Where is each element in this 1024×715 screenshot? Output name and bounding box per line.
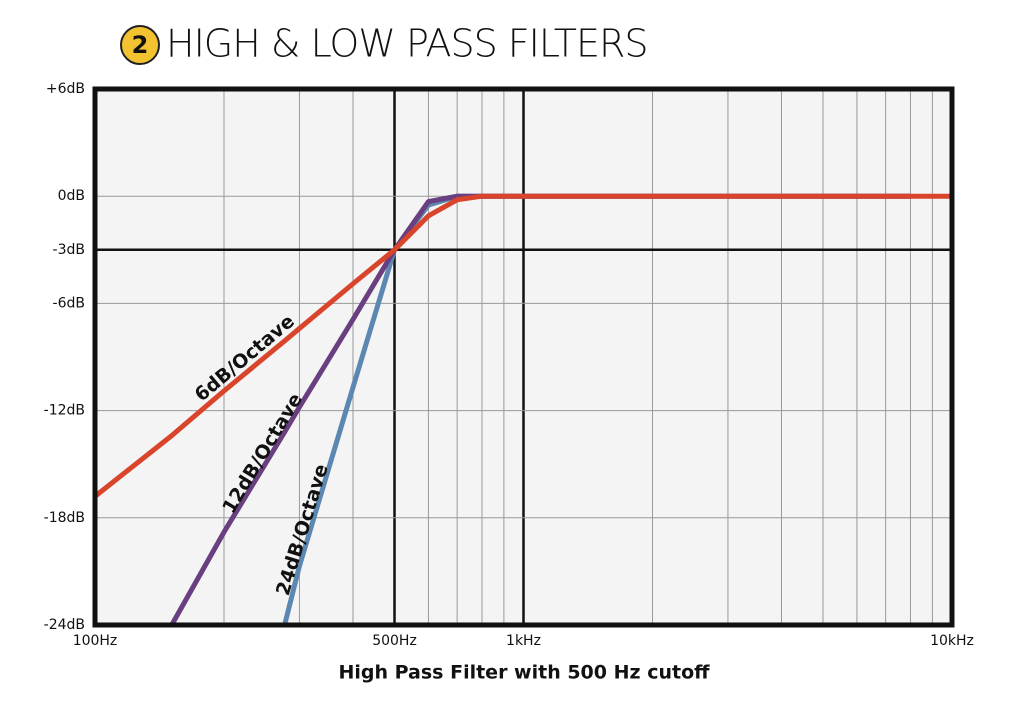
grid [93,88,954,626]
badge-number: 2 [132,31,149,59]
chart-title: HIGH & LOW PASS FILTERS [166,22,648,66]
x-axis-label: High Pass Filter with 500 Hz cutoff [338,662,710,684]
y-tick-label: -12dB [44,403,85,419]
x-tick-label: 500Hz [372,633,417,649]
y-tick-label: 0dB [58,188,85,204]
lines [93,193,952,627]
x-tick-label: 10kHz [930,633,974,649]
x-tick-label: 100Hz [73,633,118,649]
y-tick-label: -3dB [53,242,85,258]
y-tick-label: -18dB [44,510,85,526]
series-line [93,193,952,499]
y-tick-label: -6dB [53,295,85,311]
plot-frame [92,86,955,628]
badge-circle [120,25,160,65]
y-tick-label: +6dB [46,81,85,97]
y-tick-label: -24dB [44,617,85,633]
x-tick-label: 1kHz [506,633,541,649]
